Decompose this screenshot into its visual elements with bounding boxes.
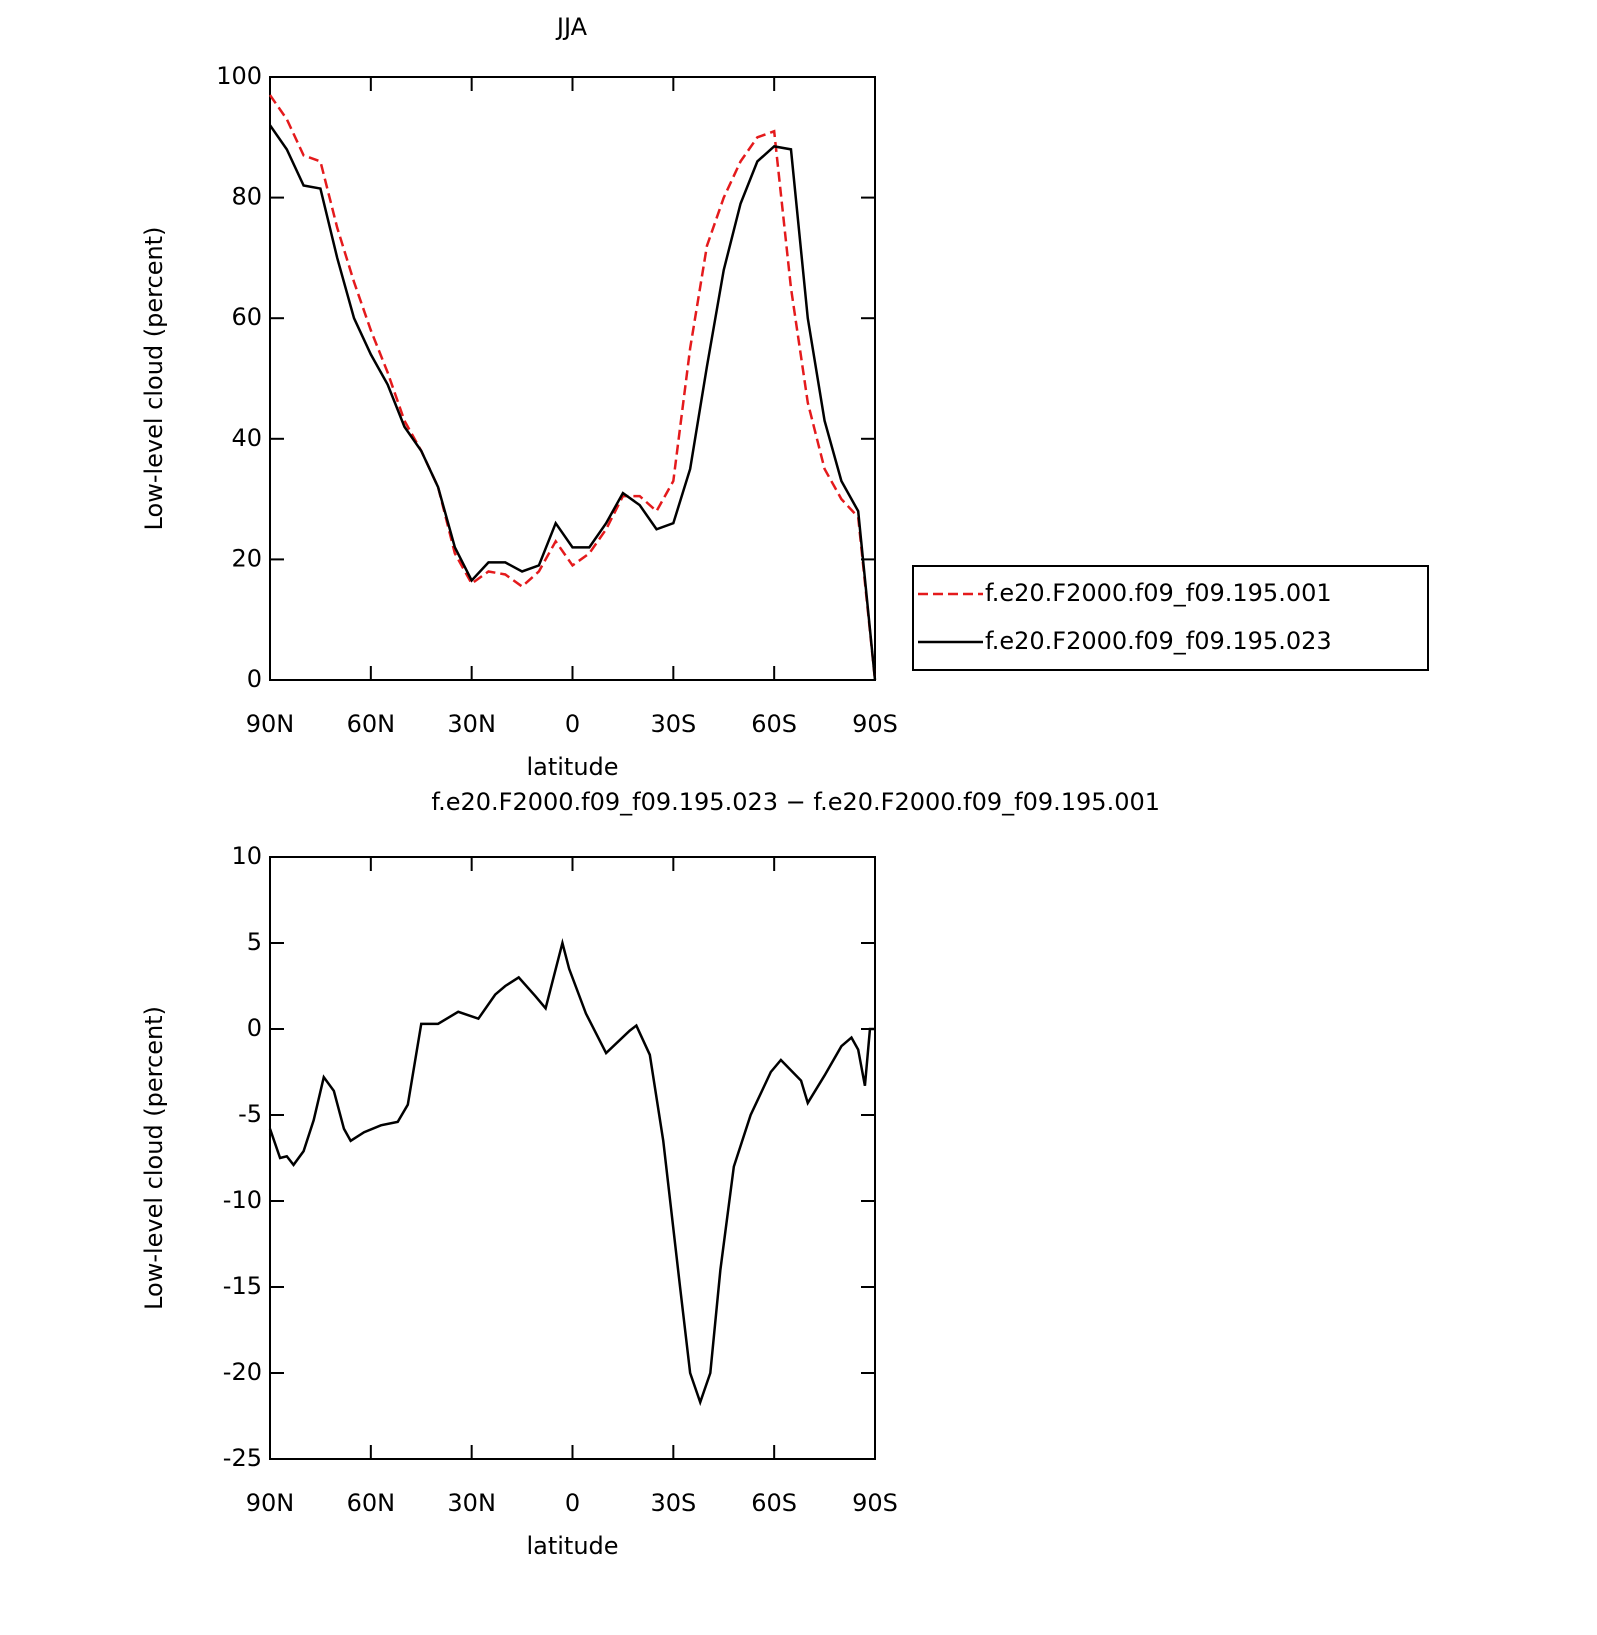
y-tick-label: -10: [223, 1186, 262, 1214]
x-tick-label: 30N: [447, 710, 496, 738]
y-tick-label: 40: [231, 424, 262, 452]
y-tick-label: 0: [247, 665, 262, 693]
x-tick-label: 90N: [246, 1489, 295, 1517]
y-tick-label: -25: [223, 1444, 262, 1472]
chart-title: f.e20.F2000.f09_f09.195.023 − f.e20.F200…: [431, 788, 1160, 816]
x-tick-label: 60N: [347, 710, 396, 738]
x-tick-label: 0: [565, 1489, 580, 1517]
x-tick-label: 30S: [650, 1489, 696, 1517]
y-tick-label: 60: [231, 303, 262, 331]
x-tick-label: 60S: [751, 1489, 797, 1517]
legend-label: f.e20.F2000.f09_f09.195.023: [985, 627, 1332, 655]
x-tick-label: 0: [565, 710, 580, 738]
x-tick-label: 60S: [751, 710, 797, 738]
y-tick-label: 80: [231, 183, 262, 211]
chart-title: JJA: [555, 13, 588, 41]
y-axis-label: Low-level cloud (percent): [140, 1006, 168, 1310]
x-tick-label: 90S: [852, 1489, 898, 1517]
y-axis-label: Low-level cloud (percent): [140, 227, 168, 531]
x-tick-label: 90N: [246, 710, 295, 738]
plot-frame: [269, 856, 876, 1460]
data-line: [268, 124, 877, 681]
y-tick-label: 5: [247, 928, 262, 956]
x-tick-label: 30N: [447, 1489, 496, 1517]
x-tick-label: 30S: [650, 710, 696, 738]
y-tick-label: 100: [216, 62, 262, 90]
x-tick-label: 60N: [347, 1489, 396, 1517]
data-line: [268, 94, 877, 681]
x-axis-label: latitude: [526, 753, 618, 781]
y-tick-label: -5: [238, 1100, 262, 1128]
x-axis-label: latitude: [526, 1532, 618, 1560]
legend-label: f.e20.F2000.f09_f09.195.001: [985, 579, 1332, 607]
x-tick-label: 90S: [852, 710, 898, 738]
y-tick-label: 0: [247, 1014, 262, 1042]
y-tick-label: -15: [223, 1272, 262, 1300]
y-tick-label: 10: [231, 842, 262, 870]
y-tick-label: 20: [231, 544, 262, 572]
y-tick-label: -20: [223, 1358, 262, 1386]
data-line: [268, 938, 875, 1407]
plot-frame: [269, 76, 876, 681]
legend-box: [912, 565, 1429, 671]
